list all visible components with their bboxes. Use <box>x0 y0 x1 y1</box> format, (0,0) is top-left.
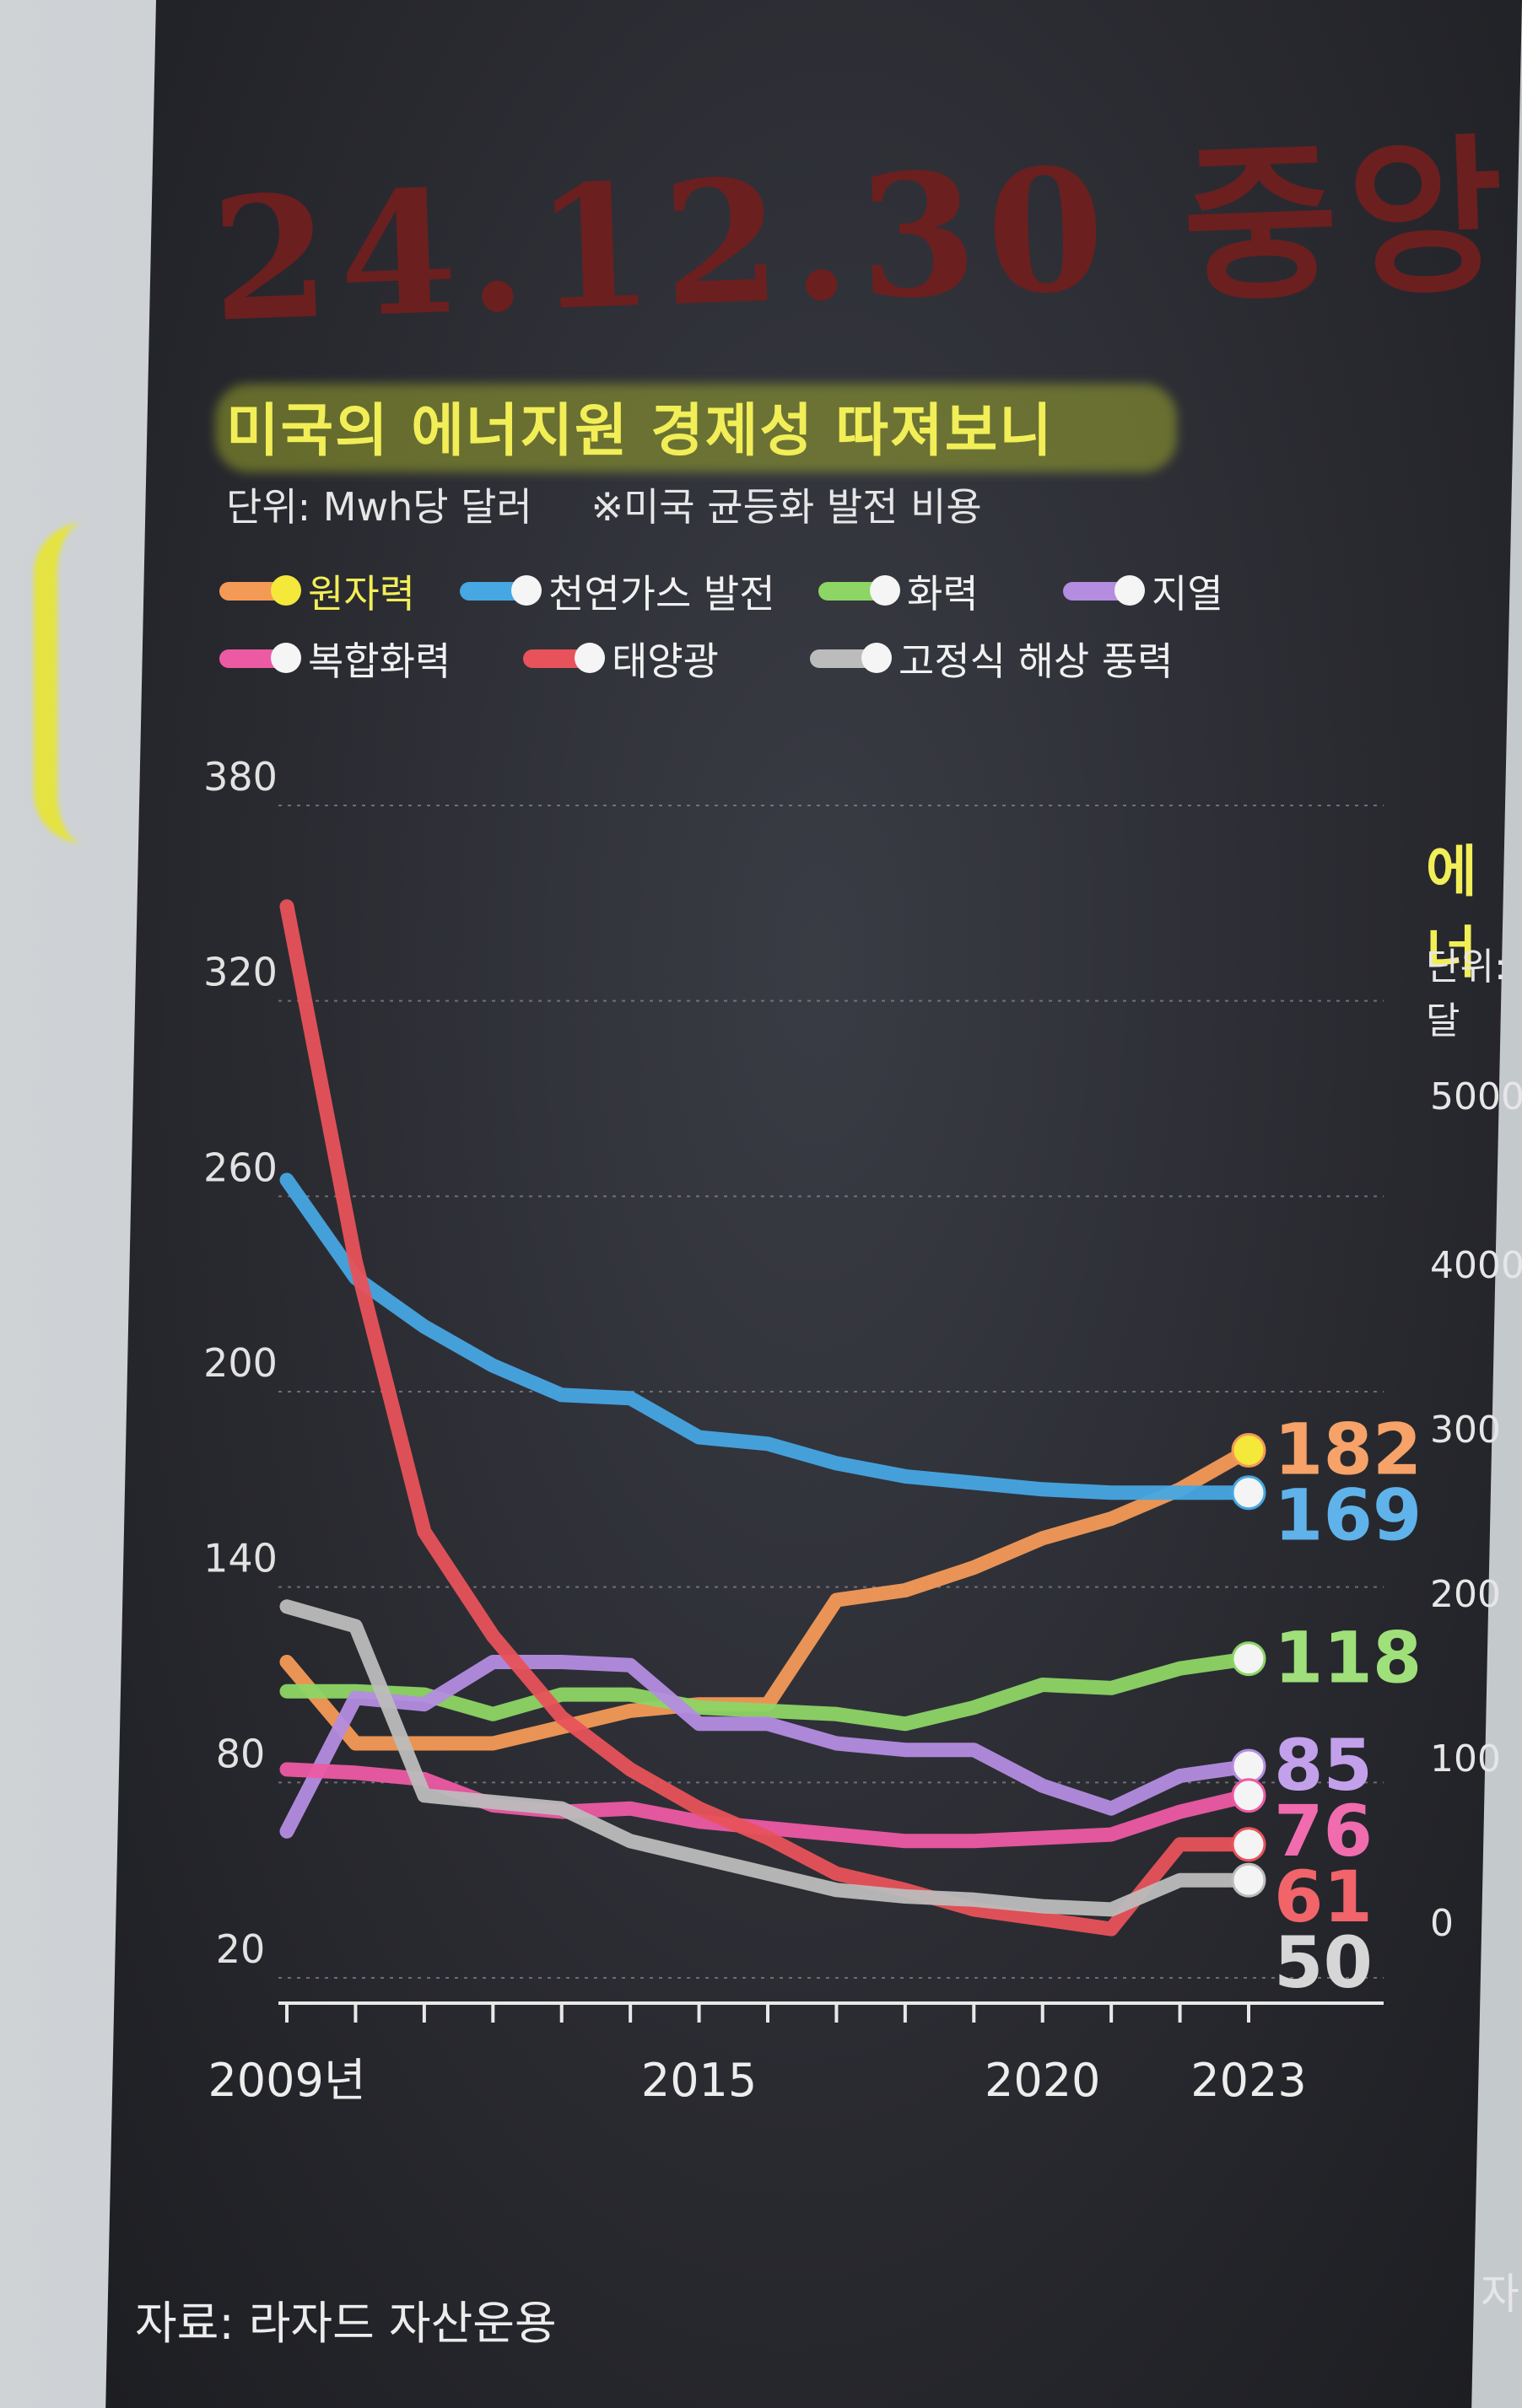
adjacent-y-tick: 200 <box>1430 1573 1501 1616</box>
series-end-label: 169 <box>1274 1474 1422 1557</box>
legend-label: 고정식 해상 풍력 <box>899 638 1174 684</box>
series-line <box>279 1762 1256 1849</box>
legend-item-offshore-wind: 고정식 해상 풍력 <box>810 631 1173 687</box>
y-axis: 20 80 140 200 260 320 380 <box>203 754 278 1972</box>
x-tick-label: 2015 <box>641 2054 757 2107</box>
series-end-label: 50 <box>1274 1921 1373 2004</box>
grid-lines <box>278 805 1384 1979</box>
y-tick-label: 80 <box>216 1731 266 1776</box>
series-end-marker <box>1231 1748 1266 1784</box>
y-tick-label: 380 <box>203 754 278 800</box>
legend-label: 원자력 <box>308 571 415 617</box>
legend-label: 태양광 <box>612 638 719 684</box>
adjacent-chart-footer: 자 <box>1481 2270 1519 2319</box>
series-line <box>279 1599 1256 1917</box>
adjacent-y-tick: 0 <box>1430 1902 1454 1945</box>
legend-swatch <box>219 575 301 606</box>
y-tick-label: 200 <box>203 1340 278 1386</box>
series-line <box>279 1651 1256 1732</box>
series-end-label: 182 <box>1274 1409 1422 1491</box>
legend-label: 복합화력 <box>308 638 451 684</box>
x-axis: 2009년 2015 2020 2023 <box>208 2001 1384 2107</box>
series-end-label: 85 <box>1274 1724 1373 1807</box>
series-lines <box>279 899 1266 1937</box>
legend-swatch <box>810 643 892 673</box>
legend-label: 화력 <box>907 571 979 617</box>
series-end-marker <box>1231 1827 1266 1862</box>
series-end-marker <box>1231 1433 1266 1468</box>
series-end-marker <box>1231 1862 1266 1898</box>
title-highlight <box>215 384 1177 472</box>
cost-note: ※미국 균등화 발전 비용 <box>591 484 982 530</box>
highlighter-mark <box>34 523 150 843</box>
adjacent-y-tick: 300 <box>1430 1409 1501 1452</box>
y-tick-label: 20 <box>216 1926 266 1972</box>
chart-subtitle: 단위: Mwh당 달러 ※미국 균등화 발전 비용 <box>226 477 1028 532</box>
series-end-label: 76 <box>1274 1790 1373 1872</box>
legend-item-solar: 태양광 <box>523 631 719 687</box>
adjacent-y-tick: 100 <box>1430 1737 1501 1780</box>
legend-swatch <box>523 643 605 673</box>
legend-item-combined-cycle: 복합화력 <box>219 631 451 687</box>
y-tick-label: 260 <box>203 1145 278 1190</box>
legend-item-natural-gas: 천연가스 발전 <box>460 563 775 619</box>
series-end-label: 118 <box>1274 1617 1422 1700</box>
chart-title: 미국의 에너지원 경제성 따져보니 <box>226 398 1054 465</box>
legend-label: 지열 <box>1152 571 1223 617</box>
adjacent-chart-title: 에너 <box>1426 839 1477 985</box>
adjacent-chart-unit: 단위: 달 <box>1426 945 1507 1042</box>
unit-label: 단위: Mwh당 달러 <box>226 484 532 530</box>
source-note: 자료: 라자드 자산운용 <box>135 2297 557 2350</box>
legend-swatch <box>460 575 542 606</box>
y-tick-label: 140 <box>203 1536 278 1581</box>
legend-swatch <box>1063 575 1145 606</box>
adjacent-chart-partial: 에너 단위: 달 5000 4000 300 200 100 0 자 <box>1367 810 1522 2319</box>
x-tick-label: 2023 <box>1190 2054 1306 2107</box>
series-end-marker <box>1231 1641 1266 1677</box>
series-line <box>279 1655 1256 1839</box>
series-line <box>279 899 1256 1937</box>
series-end-label: 61 <box>1274 1856 1373 1938</box>
y-tick-label: 320 <box>203 950 278 995</box>
series-line <box>279 1172 1256 1500</box>
legend-swatch <box>818 575 900 606</box>
series-end-marker <box>1231 1475 1266 1511</box>
legend-item-geothermal: 지열 <box>1063 563 1223 619</box>
legend-item-coal: 화력 <box>818 563 979 619</box>
series-end-marker <box>1231 1778 1266 1813</box>
x-tick-label: 2009년 <box>208 2054 365 2107</box>
legend-item-nuclear: 원자력 <box>219 563 415 619</box>
legend-swatch <box>219 643 301 673</box>
adjacent-y-tick: 4000 <box>1430 1244 1522 1287</box>
legend-label: 천연가스 발전 <box>548 571 775 617</box>
adjacent-y-tick: 5000 <box>1430 1075 1522 1118</box>
x-tick-label: 2020 <box>985 2054 1100 2107</box>
